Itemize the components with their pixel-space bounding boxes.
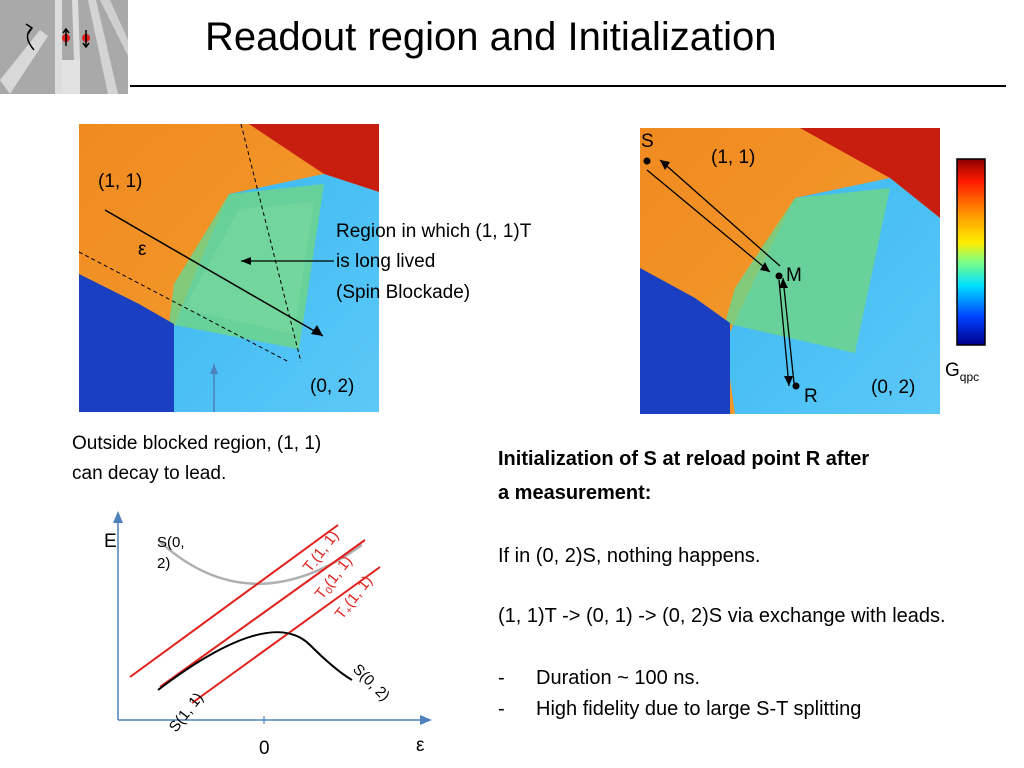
outside-note-line1: Outside blocked region, (1, 1)	[72, 433, 322, 454]
left-epsilon: ε	[138, 239, 147, 260]
zero-tick-label: 0	[259, 738, 270, 759]
Tplus-line	[191, 566, 381, 704]
epsilon-axis-label: ε	[416, 735, 425, 756]
energy-axis-label: E	[104, 531, 117, 552]
region-red-corner	[800, 128, 940, 218]
device-sem-image	[0, 0, 128, 94]
S02-upper-label-line2: 2)	[157, 555, 171, 572]
right-label-02: (0, 2)	[871, 377, 916, 398]
region-red-corner	[249, 124, 379, 192]
bullet-1-dash: -	[498, 667, 505, 689]
point-S-marker	[643, 157, 651, 165]
init-paragraph-2: (1, 1)T -> (0, 1) -> (0, 2)S via exchang…	[498, 605, 946, 627]
colorbar	[956, 158, 986, 346]
point-R-marker	[792, 382, 800, 390]
region-note-line1: Region in which (1, 1)T	[336, 221, 532, 242]
bullet-2-text: High fidelity due to large S-T splitting	[536, 698, 862, 720]
right-label-11: (1, 1)	[711, 147, 756, 168]
colorbar-label: Gqpc	[945, 360, 980, 384]
T0-line	[159, 539, 366, 688]
S02-lower-label: S(0, 2)	[349, 661, 393, 705]
point-R-label: R	[804, 386, 818, 407]
region-01	[79, 274, 174, 412]
title-divider	[130, 85, 1006, 87]
S11-S02-curve	[157, 631, 353, 691]
left-label-02: (0, 2)	[310, 376, 355, 397]
bullet-2-dash: -	[498, 698, 505, 720]
init-paragraph-1: If in (0, 2)S, nothing happens.	[498, 545, 761, 567]
point-S-label: S	[641, 131, 654, 152]
init-heading-line2: a measurement:	[498, 482, 652, 504]
S11-label: S(1, 1)	[166, 690, 207, 736]
left-stability-plot	[79, 124, 379, 412]
Tminus-line	[129, 524, 339, 678]
page-title: Readout region and Initialization	[205, 15, 777, 59]
right-stability-plot	[640, 128, 940, 414]
detuning-arrow	[104, 209, 324, 337]
point-M-marker	[775, 272, 783, 280]
region-note-line2: is long lived	[336, 251, 436, 272]
region-01	[640, 268, 730, 414]
blockade-region	[725, 188, 890, 353]
point-M-label: M	[786, 265, 802, 286]
left-label-11: (1, 1)	[98, 171, 143, 192]
outside-note-line2: can decay to lead.	[72, 463, 227, 484]
S02-upper-label-line1: S(0,	[157, 534, 185, 551]
init-heading-line1: Initialization of S at reload point R af…	[498, 448, 870, 470]
device-logo	[0, 0, 128, 94]
energy-diagram: T-(1, 1) T0(1, 1) T+(1, 1) S(1, 1) S(0, …	[113, 511, 432, 736]
region-note-line3: (Spin Blockade)	[336, 282, 471, 303]
bullet-1-text: Duration ~ 100 ns.	[536, 667, 700, 689]
